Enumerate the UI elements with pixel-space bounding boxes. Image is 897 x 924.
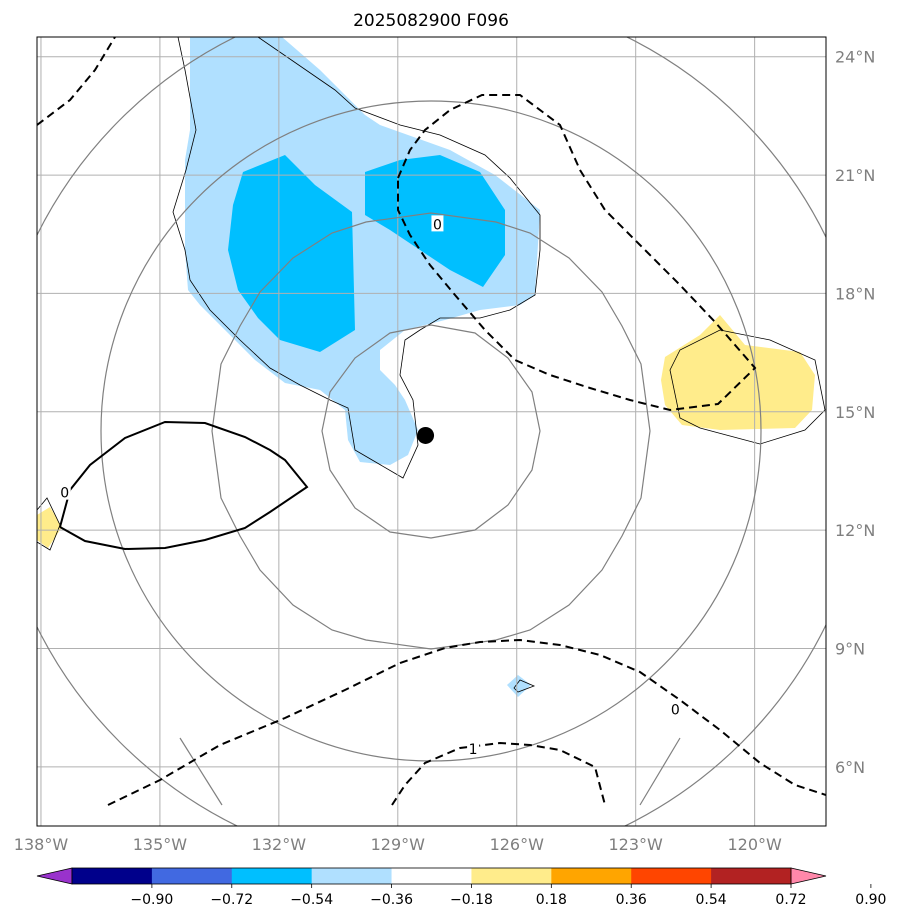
colorbar-segment bbox=[231, 868, 313, 884]
contour-label-bg bbox=[431, 215, 444, 232]
lon-tick-label: 138°W bbox=[14, 835, 69, 854]
colorbar-extend-high bbox=[790, 867, 827, 885]
map-frame bbox=[36, 36, 827, 827]
range-ring-outer-edge-left bbox=[179, 737, 223, 806]
contour-label: 0 bbox=[60, 486, 69, 502]
lon-tick-label: 123°W bbox=[609, 835, 664, 854]
range-ring-middle bbox=[211, 212, 651, 650]
colorbar-segment bbox=[391, 868, 472, 884]
contour-label-bg bbox=[58, 483, 71, 500]
colorbar: −0.90 −0.72 −0.54 −0.36 −0.18 0.18 0.36 0.54 0.7… bbox=[36, 867, 886, 908]
lat-tick-label: 15°N bbox=[835, 403, 875, 422]
lon-tick-label: 129°W bbox=[371, 835, 426, 854]
map-area: 0 0 0 1 bbox=[37, 37, 826, 826]
lat-tick-label: 18°N bbox=[835, 284, 875, 303]
range-ring-inner bbox=[321, 324, 541, 539]
colorbar-segment bbox=[471, 868, 552, 884]
colorbar-tick-label: −0.72 bbox=[210, 892, 253, 908]
contour-label: 0 bbox=[433, 217, 442, 233]
fill-yellow-region-east bbox=[661, 315, 815, 430]
storm-center-marker bbox=[417, 426, 435, 444]
dashed-contours bbox=[37, 37, 826, 806]
colorbar-outline bbox=[71, 867, 792, 885]
lon-tick-labels: 138°W 135°W 132°W 129°W 126°W 123°W 120°W bbox=[14, 835, 782, 854]
colorbar-tick-label: 0.72 bbox=[775, 892, 806, 908]
fill-light-blue-region bbox=[185, 37, 540, 465]
contour-labels: 0 0 0 1 bbox=[58, 215, 682, 758]
dashed-contour-south-small bbox=[391, 741, 606, 806]
contour-label: 0 bbox=[671, 703, 680, 719]
colorbar-tick-label: 0.90 bbox=[855, 892, 886, 908]
lon-tick-label: 132°W bbox=[252, 835, 307, 854]
colorbar-tick-label: −0.18 bbox=[450, 892, 493, 908]
lat-tick-label: 24°N bbox=[835, 48, 875, 67]
lat-tick-label: 12°N bbox=[835, 521, 875, 540]
lon-tick-label: 135°W bbox=[133, 835, 188, 854]
fill-yellow-region-west bbox=[37, 507, 62, 548]
chart-title: 2025082900 F096 bbox=[353, 11, 509, 31]
dashed-contour-center bbox=[397, 94, 757, 412]
lat-tick-labels: 24°N 21°N 18°N 15°N 12°N 9°N 6°N bbox=[835, 48, 875, 777]
lat-tick-label: 6°N bbox=[835, 758, 865, 777]
dashed-contour-south bbox=[107, 638, 826, 806]
colorbar-tick-label: −0.36 bbox=[370, 892, 413, 908]
colorbar-segment bbox=[551, 868, 632, 884]
colorbar-tick-label: −0.54 bbox=[290, 892, 333, 908]
colorbar-segment bbox=[711, 868, 792, 884]
thin-contour-east bbox=[669, 329, 826, 445]
colorbar-extend-low bbox=[36, 867, 73, 885]
fill-blue-region-west bbox=[228, 155, 355, 352]
colorbar-segment bbox=[151, 868, 233, 884]
contour-label-bg bbox=[467, 740, 480, 757]
lon-tick-label: 126°W bbox=[490, 835, 545, 854]
lon-tick-label: 120°W bbox=[727, 835, 782, 854]
colorbar-tick-label: 0.54 bbox=[696, 892, 727, 908]
contour-label-bg bbox=[669, 700, 682, 717]
range-ring-outer-edge-right bbox=[639, 737, 681, 806]
dashed-contour-northwest bbox=[37, 37, 116, 126]
colorbar-segment bbox=[311, 868, 393, 884]
colorbar-tick-label: 0.36 bbox=[616, 892, 647, 908]
fill-light-blue-small bbox=[507, 675, 531, 697]
lat-tick-label: 21°N bbox=[835, 166, 875, 185]
colorbar-segment bbox=[72, 868, 153, 884]
colorbar-segment bbox=[631, 868, 712, 884]
thin-contour-main bbox=[172, 37, 541, 479]
lat-tick-label: 9°N bbox=[835, 639, 865, 658]
colorbar-tick-label: 0.18 bbox=[536, 892, 567, 908]
contour-label: 1 bbox=[469, 742, 478, 758]
colorbar-tick-label: −0.90 bbox=[130, 892, 173, 908]
thick-solid-contour bbox=[59, 420, 309, 551]
